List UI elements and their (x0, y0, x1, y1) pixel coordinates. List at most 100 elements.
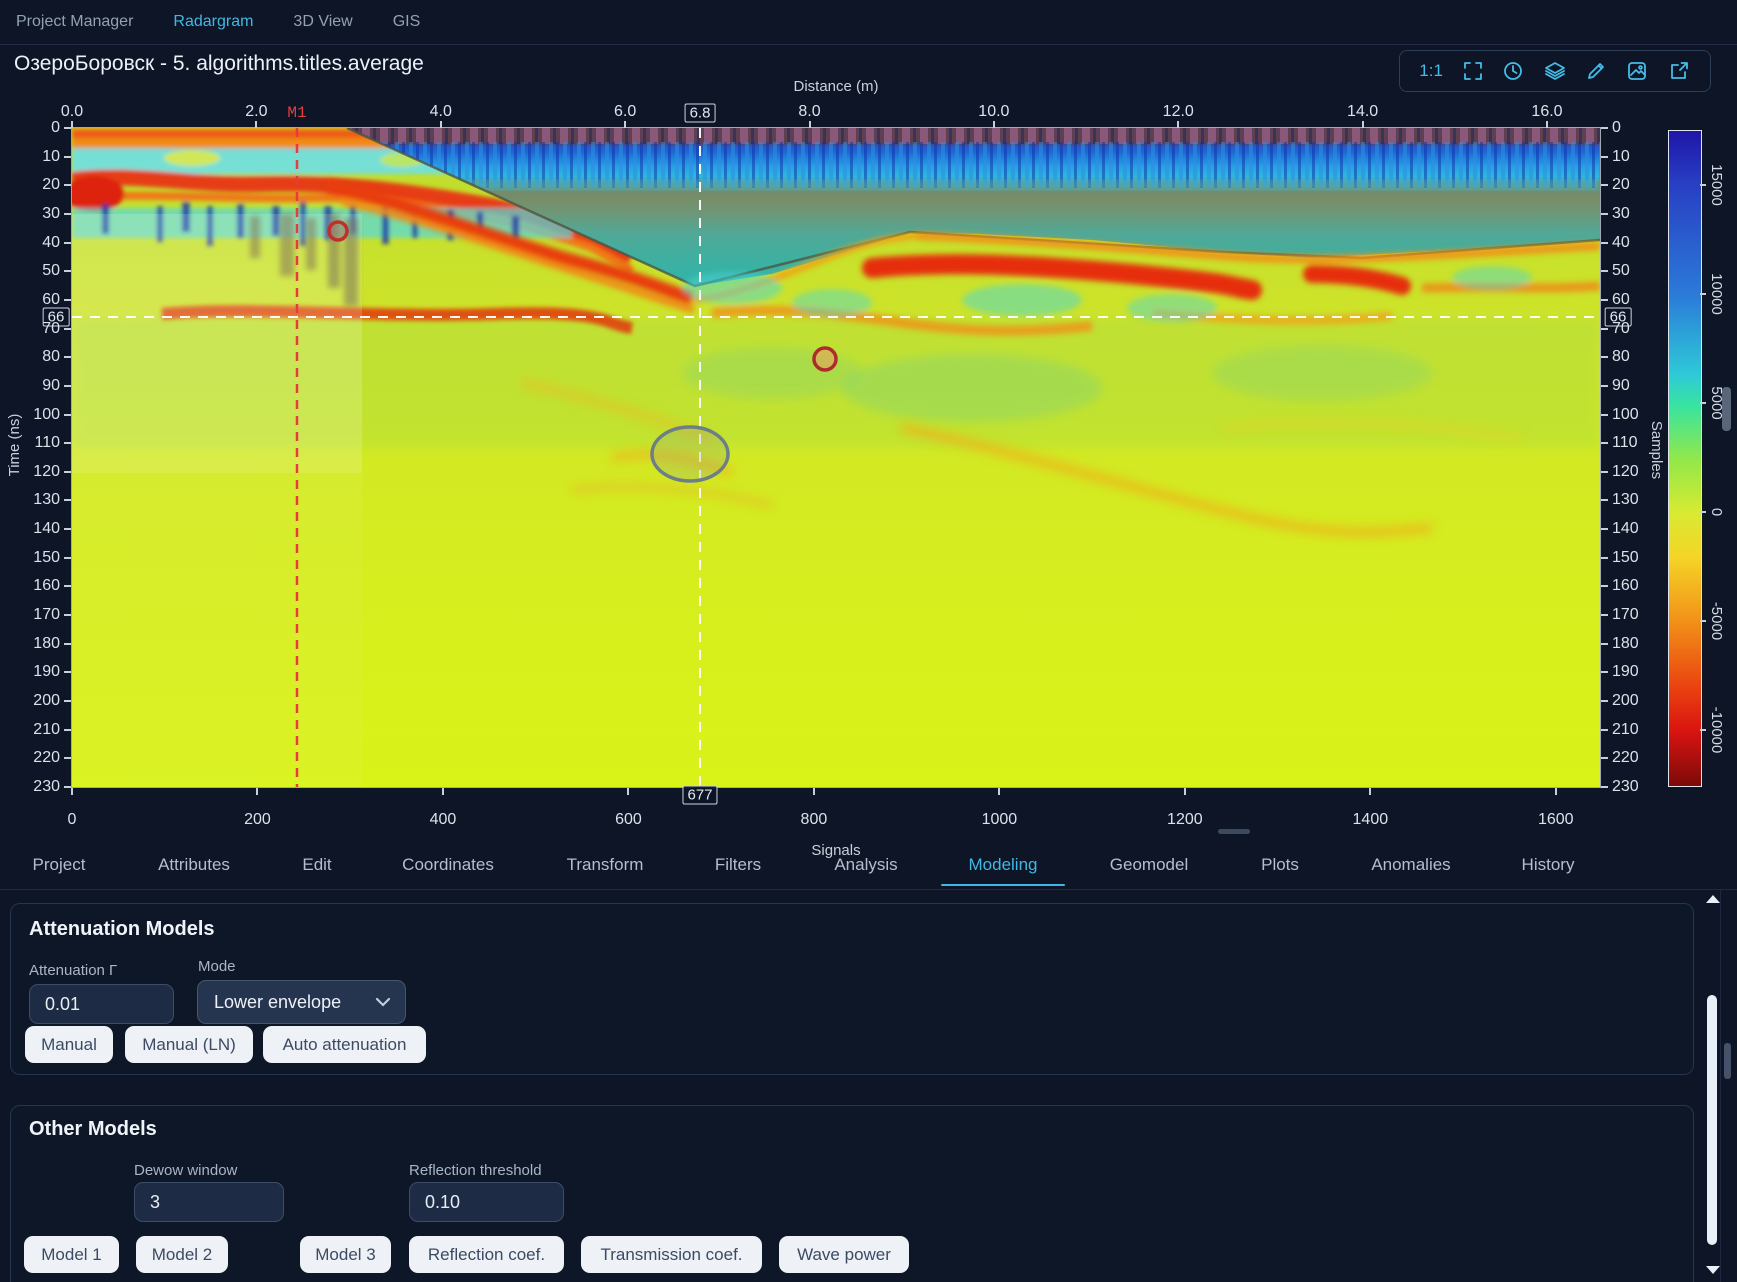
scale-1-1-button[interactable]: 1:1 (1419, 61, 1443, 80)
panel-separator (0, 889, 1737, 890)
panel-resize-handle[interactable] (1218, 829, 1250, 834)
reflection-coef-button[interactable]: Reflection coef. (409, 1236, 564, 1273)
history-clock-icon[interactable] (1502, 60, 1524, 82)
transmission-coef-button[interactable]: Transmission coef. (581, 1236, 762, 1273)
time-tick-mark (64, 642, 71, 645)
tab-analysis[interactable]: Analysis (834, 855, 898, 874)
colorbar-tick-mark (1700, 292, 1706, 295)
samples-tick-mark (1601, 327, 1608, 330)
attenuation-models-card: Attenuation Models Attenuation Γ 0.01 Mo… (10, 903, 1694, 1075)
time-tick-mark (64, 327, 71, 330)
colorbar-tick-label: 10000 (1708, 272, 1725, 315)
signal-tick-label: 600 (615, 811, 642, 828)
samples-tick-mark (1601, 270, 1608, 273)
pane-scrollbar-thumb[interactable] (1722, 387, 1731, 431)
samples-tick-mark (1601, 212, 1608, 215)
tab-anomalies[interactable]: Anomalies (1371, 855, 1451, 874)
samples-tick-mark (1601, 642, 1608, 645)
samples-tick-mark (1601, 442, 1608, 445)
model-1-button[interactable]: Model 1 (24, 1236, 119, 1273)
mode-selected-value: Lower envelope (214, 991, 342, 1012)
mode-select[interactable]: Lower envelope (197, 980, 406, 1024)
fullscreen-icon[interactable] (1462, 60, 1484, 82)
samples-tick-label: 220 (1612, 749, 1639, 767)
tab-transform[interactable]: Transform (566, 855, 644, 874)
panel-scrollbar-thumb[interactable] (1707, 995, 1717, 1245)
colorbar-tick-label: 15000 (1708, 163, 1725, 206)
tab-edit[interactable]: Edit (302, 855, 332, 874)
tab-coordinates[interactable]: Coordinates (402, 855, 494, 874)
time-tick-label: 40 (42, 233, 60, 251)
attenuation-gamma-input[interactable]: 0.01 (29, 984, 174, 1024)
cursor-time-right-box: 66 (1604, 307, 1632, 327)
auto-attenuation-button[interactable]: Auto attenuation (263, 1026, 426, 1063)
time-tick-label: 200 (33, 692, 60, 710)
tab-plots[interactable]: Plots (1261, 855, 1299, 874)
samples-tick-mark (1601, 585, 1608, 588)
wave-power-button[interactable]: Wave power (779, 1236, 909, 1273)
samples-tick-label: 0 (1612, 119, 1621, 136)
tab-modeling[interactable]: Modeling (968, 855, 1038, 874)
radargram-plot[interactable] (71, 127, 1601, 788)
nav-project-manager[interactable]: Project Manager (16, 13, 134, 30)
time-tick-mark (64, 671, 71, 674)
layers-icon[interactable] (1543, 60, 1567, 82)
colorbar-tick-mark (1700, 401, 1706, 404)
model-2-button[interactable]: Model 2 (136, 1236, 228, 1273)
signal-tick-mark (71, 788, 73, 795)
image-icon[interactable] (1626, 60, 1649, 82)
signal-tick-label: 800 (800, 811, 828, 828)
model-3-button[interactable]: Model 3 (300, 1236, 391, 1273)
samples-tick-label: 150 (1612, 548, 1639, 566)
scroll-up-icon[interactable] (1706, 895, 1720, 903)
pencil-icon[interactable] (1585, 60, 1607, 82)
marker-m1-label[interactable]: M1 (287, 104, 307, 122)
samples-tick-label: 10 (1612, 147, 1630, 165)
colorbar-tick-label: 0 (1708, 507, 1725, 517)
tab-attributes[interactable]: Attributes (158, 855, 230, 874)
distance-tick-label: 12.0 (1162, 103, 1194, 120)
time-tick-label: 10 (42, 147, 60, 165)
scroll-down-icon[interactable] (1706, 1266, 1720, 1274)
active-tab-underline (941, 884, 1065, 886)
signal-tick-label: 200 (244, 811, 271, 828)
nav-3d-view[interactable]: 3D View (293, 13, 353, 30)
cursor-distance-box: 6.8 (684, 103, 716, 123)
distance-tick-label: 4.0 (429, 103, 452, 120)
time-tick-label: 90 (42, 376, 60, 394)
dewow-window-input[interactable]: 3 (134, 1182, 284, 1222)
tab-filters[interactable]: Filters (714, 855, 762, 874)
nav-radargram[interactable]: Radargram (173, 13, 254, 30)
radargram-image (72, 128, 1600, 787)
time-tick-label: 70 (42, 319, 60, 337)
nav-gis[interactable]: GIS (392, 13, 421, 30)
distance-tick-label: 10.0 (978, 103, 1010, 120)
colorbar-tick-mark (1700, 183, 1706, 186)
samples-tick-mark (1601, 241, 1608, 244)
time-tick-label: 130 (33, 491, 60, 509)
time-tick-label: 230 (33, 778, 60, 795)
time-tick-label: 20 (42, 176, 60, 194)
signal-tick-label: 1600 (1537, 811, 1574, 828)
tab-history[interactable]: History (1521, 855, 1575, 874)
samples-tick-label: 70 (1612, 319, 1630, 337)
tab-project[interactable]: Project (32, 855, 86, 874)
manual-button[interactable]: Manual (25, 1026, 113, 1063)
time-tick-mark (64, 384, 71, 387)
attenuation-heading: Attenuation Models (29, 918, 215, 940)
time-tick-label: 220 (33, 749, 60, 767)
colorbar-tick-label: 5000 (1708, 386, 1725, 420)
time-tick-label: 150 (33, 548, 60, 566)
distance-tick-label: 16.0 (1531, 103, 1563, 120)
distance-tick-mark (1177, 121, 1180, 128)
page-scrollbar-thumb[interactable] (1724, 1043, 1731, 1079)
samples-tick-mark (1601, 413, 1608, 416)
colorbar-tick-mark (1700, 729, 1706, 732)
reflection-threshold-input[interactable]: 0.10 (409, 1182, 564, 1222)
samples-tick-label: 120 (1612, 462, 1639, 480)
distance-tick-mark (808, 121, 811, 128)
manual-ln-button[interactable]: Manual (LN) (125, 1026, 253, 1063)
export-icon[interactable] (1668, 60, 1691, 82)
samples-tick-mark (1601, 528, 1608, 531)
tab-geomodel[interactable]: Geomodel (1109, 855, 1189, 874)
